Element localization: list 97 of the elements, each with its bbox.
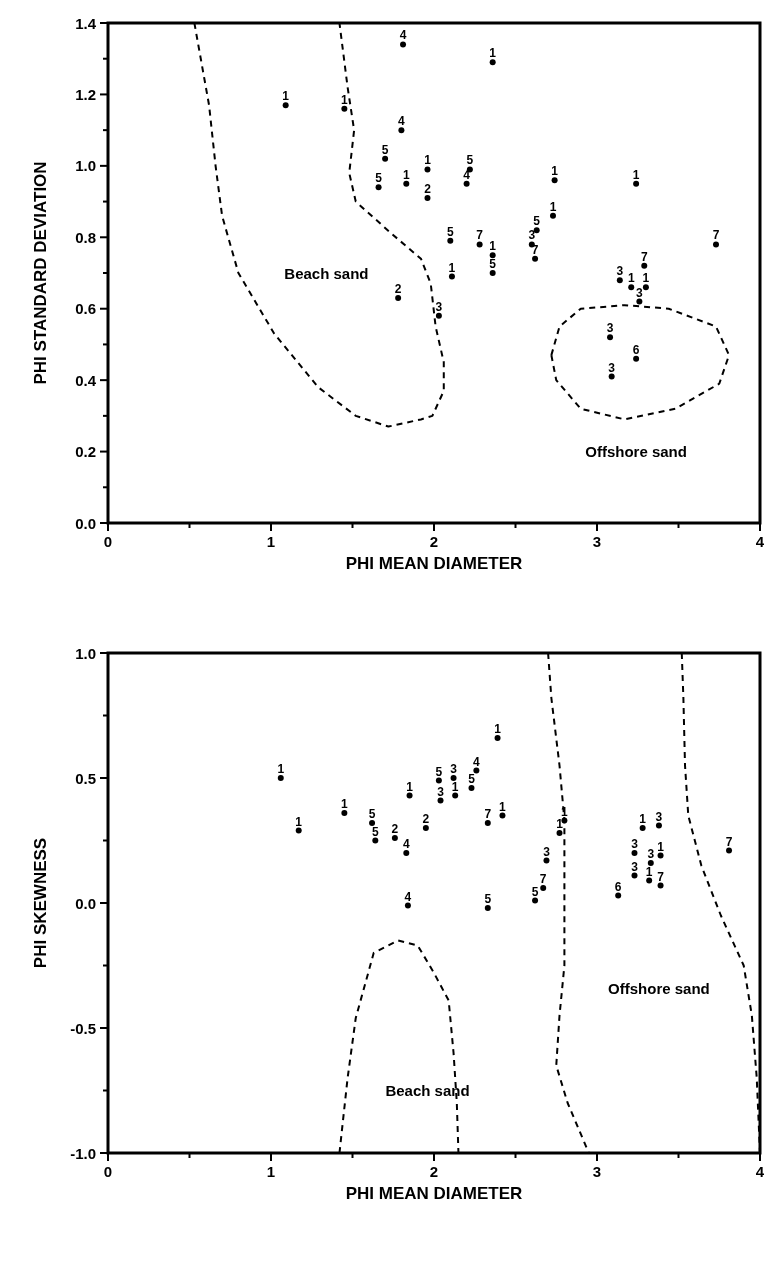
text: 1 (632, 167, 640, 182)
text: 5 (531, 884, 539, 899)
text: 5 (435, 764, 443, 779)
text: 1 (499, 799, 506, 814)
text: 3 (606, 321, 614, 336)
x-tick-label: 1 (266, 533, 276, 550)
y-tick-label: 0.4 (75, 371, 97, 389)
annotation: Offshore sand (608, 979, 710, 997)
text: 5 (533, 214, 541, 229)
x-tick-label: 2 (429, 1163, 439, 1180)
text: 1 (489, 239, 497, 254)
series-label: 3 (528, 228, 536, 243)
y-tick-label: 0.0 (75, 894, 96, 912)
x-tick-label: 0 (103, 1163, 113, 1180)
text: 3 (437, 784, 444, 799)
y-tick-label: -1.0 (70, 1144, 96, 1162)
text: 1 (295, 814, 303, 829)
text: 1 (639, 812, 646, 826)
series-label: 7 (476, 228, 484, 243)
y-tick-label: -0.5 (70, 1019, 96, 1037)
text: 5 (484, 892, 492, 906)
x-axis-title: PHI MEAN DIAMETER (345, 554, 523, 573)
text: 7 (725, 834, 733, 849)
x-tick-label: 4 (755, 1163, 765, 1180)
y-tick-label: 0.5 (75, 769, 96, 787)
text: 7 (640, 249, 648, 264)
text: 1 (341, 797, 348, 811)
series-label: 4 (399, 28, 407, 43)
text: 3 (435, 299, 443, 314)
text: 1 (556, 817, 563, 831)
annotation: Offshore sand (585, 443, 687, 460)
y-axis-title: PHI STANDARD DEVIATION (31, 161, 50, 385)
y-tick-label: 1.0 (75, 157, 96, 175)
text: 1 (489, 46, 497, 61)
y-axis-title: PHI SKEWNESS (31, 837, 50, 969)
text: 7 (712, 228, 720, 243)
text: 1 (494, 722, 501, 736)
series-label: 1 (424, 153, 432, 168)
text: 5 (446, 224, 454, 239)
text: 4 (404, 889, 412, 904)
text: 4 (398, 114, 405, 129)
annotation: Beach sand (385, 1082, 470, 1099)
text: 5 (371, 824, 379, 839)
text: 5 (468, 772, 475, 786)
text: 1 (642, 271, 650, 286)
text: 3 (608, 360, 616, 375)
text: 1 (645, 864, 653, 879)
text: 2 (394, 282, 402, 296)
text: 1 (551, 164, 558, 179)
x-tick-label: 0 (103, 533, 113, 550)
series-label: 2 (391, 822, 399, 836)
text: 1 (448, 260, 456, 275)
text: 1 (451, 779, 459, 794)
series-label: 4 (402, 837, 410, 851)
x-tick-label: 1 (266, 1163, 276, 1180)
series-label: 2 (424, 182, 432, 196)
annotation: Beach sand (284, 264, 369, 282)
text: 1 (341, 92, 348, 107)
series-label: 5 (375, 171, 383, 186)
y-tick-label: 1.0 (75, 644, 96, 662)
x-tick-label: 3 (592, 533, 602, 550)
series-label: 5 (368, 807, 376, 821)
y-tick-label: 0.0 (75, 514, 96, 532)
text: 5 (381, 142, 389, 157)
text: 1 (657, 839, 664, 854)
y-tick-label: 1.2 (75, 85, 96, 103)
series-label: 7 (484, 807, 492, 821)
text: 7 (657, 869, 664, 884)
text: 3 (647, 847, 655, 861)
text: 3 (543, 844, 550, 859)
series-label: 6 (632, 342, 640, 357)
series-label: 1 (277, 762, 285, 776)
x-tick-label: 2 (429, 533, 439, 550)
y-tick-label: 0.6 (75, 300, 96, 318)
text: 3 (631, 837, 638, 851)
x-axis-title: PHI MEAN DIAMETER (345, 1184, 523, 1203)
text: 3 (636, 285, 643, 300)
text: 1 (549, 199, 557, 214)
text: 1 (282, 89, 290, 104)
text: 1 (402, 167, 410, 182)
text: 3 (655, 809, 663, 824)
y-tick-label: 0.2 (75, 443, 96, 461)
text: 1 (406, 779, 413, 794)
y-tick-label: 1.4 (75, 14, 97, 32)
y-tick-label: 0.8 (75, 228, 96, 246)
series-label: 3 (450, 762, 458, 776)
text: 1 (627, 271, 635, 286)
text: 2 (422, 812, 430, 826)
text: 3 (631, 859, 638, 874)
text: 5 (466, 153, 474, 168)
text: 5 (489, 257, 497, 271)
x-tick-label: 4 (755, 533, 765, 550)
x-tick-label: 3 (592, 1163, 602, 1180)
text: 7 (539, 872, 547, 886)
text: 3 (616, 264, 624, 279)
text: 4 (473, 754, 480, 769)
series-label: 6 (614, 879, 622, 894)
